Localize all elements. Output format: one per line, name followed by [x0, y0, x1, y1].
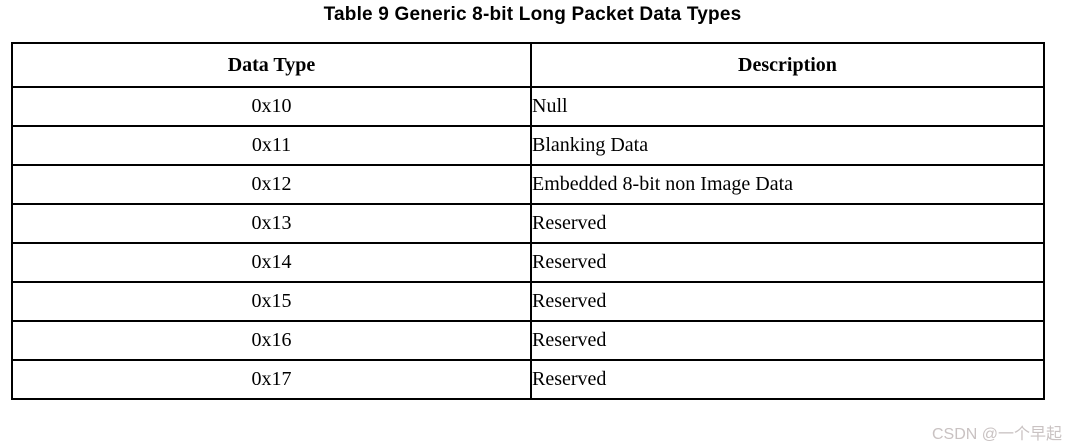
table-body: 0x10 Null 0x11 Blanking Data 0x12 Embedd… — [11, 86, 1045, 400]
csdn-watermark: CSDN @一个早起 — [931, 426, 1062, 443]
description-cell: Reserved — [530, 359, 1045, 400]
table-row: 0x14 Reserved — [11, 242, 1045, 283]
description-cell: Null — [530, 86, 1045, 127]
description-cell: Blanking Data — [530, 125, 1045, 166]
data-type-cell: 0x16 — [11, 320, 532, 361]
data-type-table: Data Type Description 0x10 Null 0x11 Bla… — [11, 42, 1045, 400]
table-row: 0x13 Reserved — [11, 203, 1045, 244]
data-type-cell: 0x10 — [11, 86, 532, 127]
table-row: 0x16 Reserved — [11, 320, 1045, 361]
column-header-description: Description — [530, 42, 1045, 88]
data-type-cell: 0x13 — [11, 203, 532, 244]
header-row: Data Type Description — [11, 42, 1045, 88]
data-type-cell: 0x11 — [11, 125, 532, 166]
table-row: 0x10 Null — [11, 86, 1045, 127]
data-type-cell: 0x15 — [11, 281, 532, 322]
table-row: 0x15 Reserved — [11, 281, 1045, 322]
table-header: Data Type Description — [11, 42, 1045, 88]
description-cell: Reserved — [530, 281, 1045, 322]
description-cell: Reserved — [530, 320, 1045, 361]
description-cell: Reserved — [530, 242, 1045, 283]
table-row: 0x11 Blanking Data — [11, 125, 1045, 166]
data-type-cell: 0x17 — [11, 359, 532, 400]
data-type-cell: 0x14 — [11, 242, 532, 283]
column-header-data-type: Data Type — [11, 42, 532, 88]
data-type-cell: 0x12 — [11, 164, 532, 205]
table-row: 0x12 Embedded 8-bit non Image Data — [11, 164, 1045, 205]
table-caption: Table 9 Generic 8-bit Long Packet Data T… — [323, 4, 742, 25]
description-cell: Embedded 8-bit non Image Data — [530, 164, 1045, 205]
table-row: 0x17 Reserved — [11, 359, 1045, 400]
description-cell: Reserved — [530, 203, 1045, 244]
